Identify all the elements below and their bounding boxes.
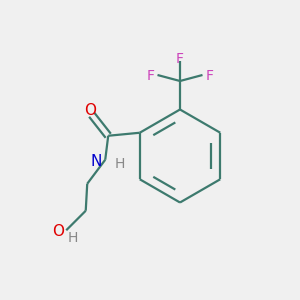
Text: N: N — [90, 154, 102, 169]
Text: H: H — [114, 157, 124, 171]
Text: F: F — [206, 69, 214, 83]
Text: O: O — [52, 224, 64, 239]
Text: H: H — [68, 231, 78, 245]
Text: F: F — [176, 52, 184, 66]
Text: O: O — [84, 103, 96, 118]
Text: F: F — [146, 69, 154, 83]
